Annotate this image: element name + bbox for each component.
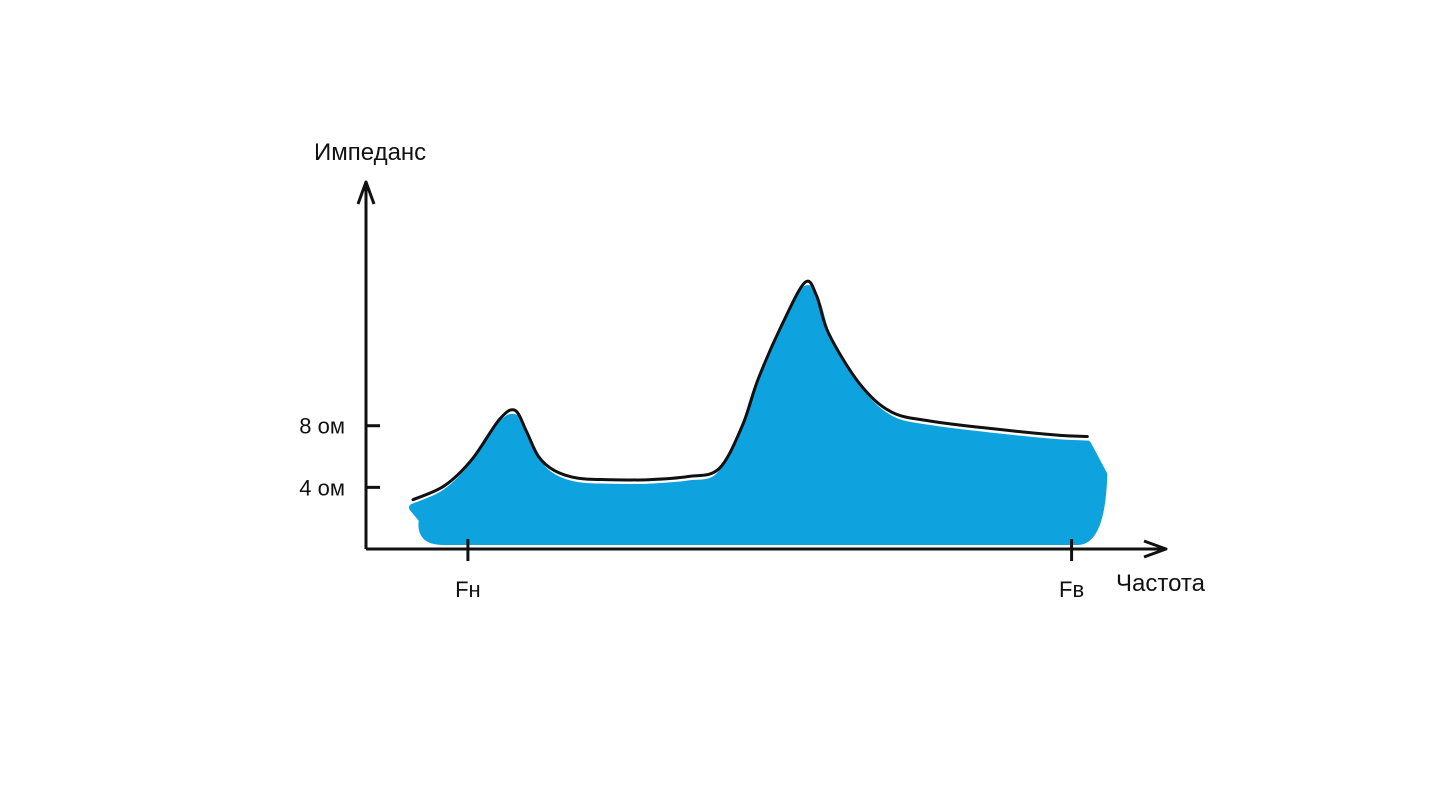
y-axis-title: Импеданс (314, 139, 426, 166)
impedance-area-shape (409, 285, 1108, 545)
x-tick-label: Fв (1059, 577, 1084, 602)
y-axis-arrow (356, 180, 376, 205)
impedance-area-fill (409, 285, 1108, 545)
impedance-curve (411, 279, 1089, 502)
y-tick-label: 8 ом (299, 414, 345, 439)
x-axis-arrow (1143, 539, 1168, 559)
y-tick-label: 4 ом (299, 475, 345, 500)
impedance-curve-line (411, 279, 1089, 502)
x-axis-title: Частота (1116, 570, 1206, 597)
axis-ticks: 4 ом 8 ом Fн Fв (299, 414, 1084, 602)
x-tick-label: Fн (455, 577, 481, 602)
